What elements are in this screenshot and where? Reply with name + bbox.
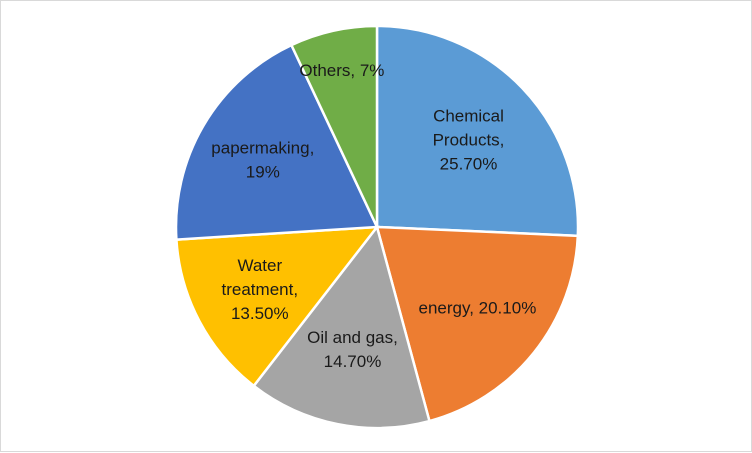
data-label-papermaking: papermaking, 19% [211, 139, 314, 182]
data-label-others: Others, 7% [299, 61, 384, 80]
pie-slice-others [289, 24, 379, 228]
pie-slice-papermaking [174, 43, 379, 241]
data-label-oil-and-gas: Oil and gas, 14.70% [307, 328, 398, 371]
pie-slice-oil-and-gas [252, 224, 431, 430]
data-label-chemical-products: Chemical Products, 25.70% [433, 106, 505, 173]
pie-slice-water-treatment [175, 225, 380, 388]
pie-slice-energy [375, 225, 580, 423]
pie-slice-chemical-products [375, 24, 580, 238]
data-label-energy: energy, 20.10% [418, 298, 536, 317]
data-label-water-treatment: Water treatment, 13.50% [222, 256, 299, 323]
